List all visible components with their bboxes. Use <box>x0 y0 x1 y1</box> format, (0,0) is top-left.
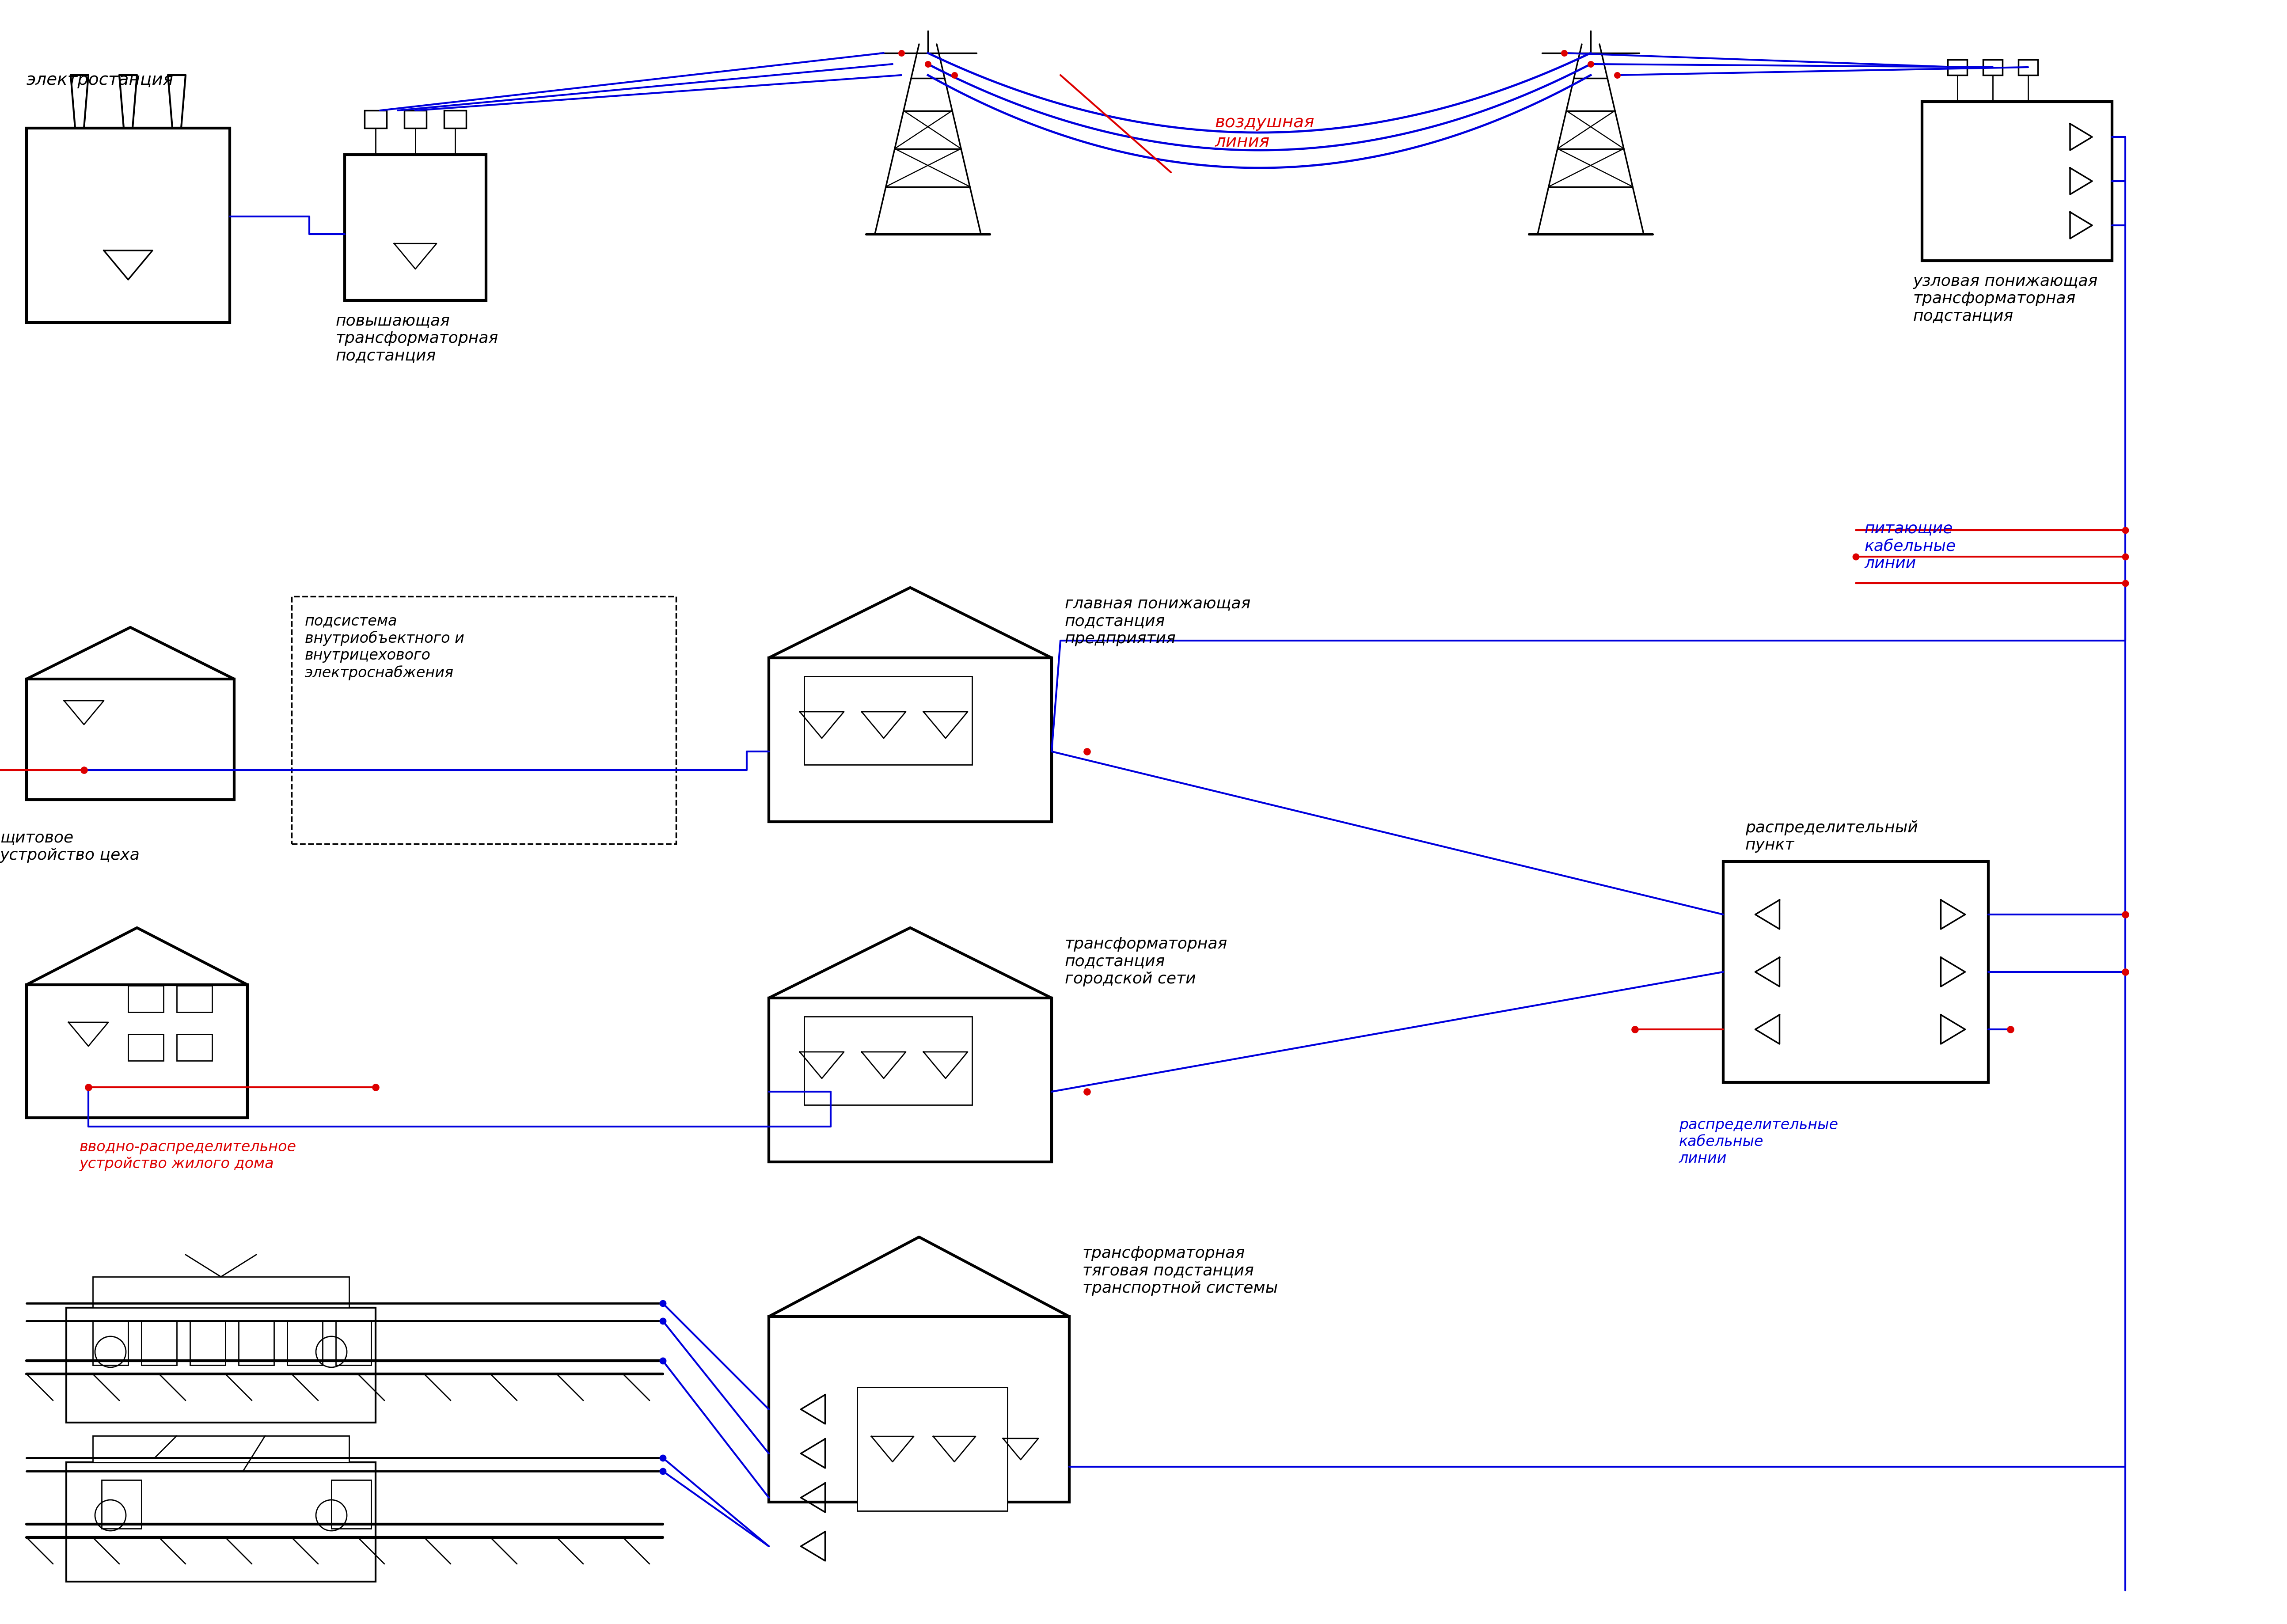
Point <box>2106 544 2143 570</box>
Point <box>2106 570 2143 596</box>
Point <box>645 1445 682 1471</box>
Bar <box>1983 60 2003 75</box>
Bar <box>2019 60 2038 75</box>
Bar <box>768 658 1052 822</box>
Point <box>645 1307 682 1333</box>
Bar <box>768 1317 1070 1502</box>
Bar <box>66 1462 375 1582</box>
Text: главная понижающая
подстанция
предприятия: главная понижающая подстанция предприяти… <box>1066 596 1251 646</box>
Bar <box>805 676 972 765</box>
Bar <box>190 1320 226 1366</box>
Text: воздушная
линия: воздушная линия <box>1214 114 1315 149</box>
Point <box>66 757 103 783</box>
Point <box>1992 1017 2029 1043</box>
Text: трансформаторная
подстанция
городской сети: трансформаторная подстанция городской се… <box>1066 937 1228 986</box>
Text: питающие
кабельные
линии: питающие кабельные линии <box>1864 521 1955 572</box>
Point <box>357 1073 393 1099</box>
Point <box>883 41 919 67</box>
Point <box>1068 1078 1105 1104</box>
Text: щитовое
устройство цеха: щитовое устройство цеха <box>0 830 140 862</box>
Bar <box>336 1320 370 1366</box>
Bar <box>27 984 247 1117</box>
Bar <box>858 1387 1006 1510</box>
Bar <box>345 154 487 300</box>
Point <box>910 50 947 76</box>
Bar <box>444 110 467 128</box>
Bar <box>1949 60 1967 75</box>
Text: повышающая
трансформаторная
подстанция: повышающая трансформаторная подстанция <box>336 313 499 364</box>
Point <box>645 1348 682 1374</box>
Bar <box>142 1320 176 1366</box>
Text: узловая понижающая
трансформаторная
подстанция: узловая понижающая трансформаторная подс… <box>1914 274 2097 323</box>
Bar <box>27 128 229 323</box>
Bar <box>176 986 213 1012</box>
Bar <box>94 1276 350 1307</box>
Point <box>71 1073 107 1099</box>
Point <box>2106 901 2143 927</box>
Point <box>645 1291 682 1317</box>
Bar <box>66 1307 375 1423</box>
Bar <box>332 1479 370 1528</box>
Point <box>1599 62 1635 88</box>
Bar <box>293 596 677 844</box>
Point <box>935 62 972 88</box>
Bar <box>288 1320 322 1366</box>
Bar <box>1722 861 1987 1082</box>
Bar <box>101 1479 142 1528</box>
Bar <box>27 679 233 799</box>
Point <box>1836 544 1873 570</box>
Bar <box>805 1017 972 1104</box>
Text: распределительный
пункт: распределительный пункт <box>1745 820 1919 853</box>
Bar <box>768 999 1052 1161</box>
Text: подсистема
внутриобъектного и
внутрицехового
электроснабжения: подсистема внутриобъектного и внутрицехо… <box>304 614 464 680</box>
Bar <box>128 1034 162 1060</box>
Bar <box>128 986 162 1012</box>
Bar <box>1921 102 2111 261</box>
Point <box>2106 516 2143 542</box>
Bar <box>238 1320 274 1366</box>
Point <box>1573 50 1610 76</box>
Point <box>1617 1017 1654 1043</box>
Text: электростанция: электростанция <box>27 71 174 88</box>
Point <box>1068 739 1105 765</box>
Bar <box>405 110 425 128</box>
Point <box>2106 958 2143 984</box>
Bar <box>176 1034 213 1060</box>
Bar <box>94 1320 128 1366</box>
Text: вводно-распределительное
устройство жилого дома: вводно-распределительное устройство жило… <box>80 1140 297 1171</box>
Text: трансформаторная
тяговая подстанция
транспортной системы: трансформаторная тяговая подстанция тран… <box>1082 1246 1278 1296</box>
Point <box>645 1458 682 1484</box>
Point <box>1546 41 1583 67</box>
Text: распределительные
кабельные
линии: распределительные кабельные линии <box>1679 1117 1839 1166</box>
Bar <box>94 1436 350 1462</box>
Bar <box>364 110 387 128</box>
